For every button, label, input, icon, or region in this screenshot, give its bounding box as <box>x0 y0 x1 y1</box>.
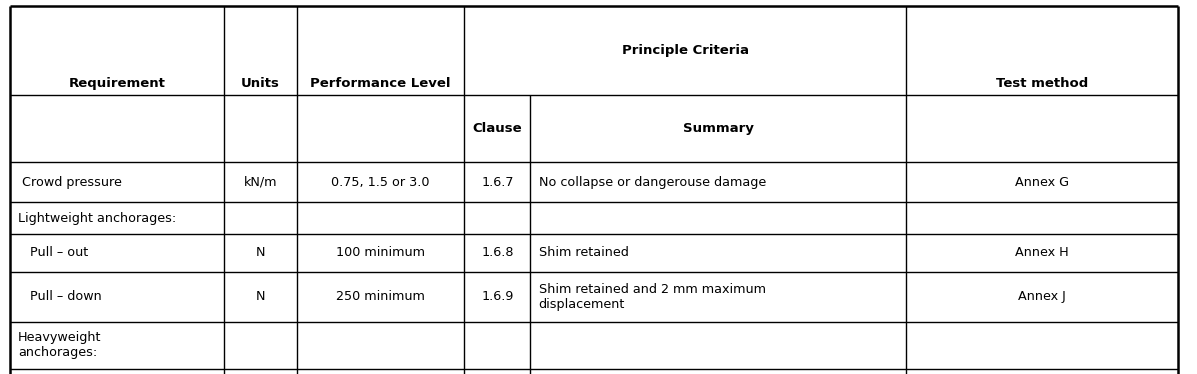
Text: No collapse or dangerouse damage: No collapse or dangerouse damage <box>539 176 766 188</box>
Text: kN/m: kN/m <box>244 176 277 188</box>
Text: Principle Criteria: Principle Criteria <box>621 44 749 56</box>
Text: Summary: Summary <box>682 122 754 135</box>
Text: Annex J: Annex J <box>1019 290 1065 303</box>
Text: Heavyweight
anchorages:: Heavyweight anchorages: <box>18 331 102 359</box>
Text: Shim retained and 2 mm maximum
displacement: Shim retained and 2 mm maximum displacem… <box>539 283 766 311</box>
Text: Requirement: Requirement <box>68 77 165 90</box>
Text: Lightweight anchorages:: Lightweight anchorages: <box>18 212 176 225</box>
Text: Units: Units <box>241 77 280 90</box>
Text: 0.75, 1.5 or 3.0: 0.75, 1.5 or 3.0 <box>332 176 430 188</box>
Text: N: N <box>256 290 265 303</box>
Text: N: N <box>256 246 265 259</box>
Text: Annex H: Annex H <box>1015 246 1069 259</box>
Text: Pull – out: Pull – out <box>22 246 87 259</box>
Text: Clause: Clause <box>473 122 522 135</box>
Text: 1.6.9: 1.6.9 <box>481 290 514 303</box>
Text: Performance Level: Performance Level <box>310 77 451 90</box>
Text: 1.6.7: 1.6.7 <box>481 176 514 188</box>
Text: 100 minimum: 100 minimum <box>336 246 425 259</box>
Text: 250 minimum: 250 minimum <box>336 290 425 303</box>
Text: Crowd pressure: Crowd pressure <box>22 176 121 188</box>
Text: Shim retained: Shim retained <box>539 246 628 259</box>
Text: Test method: Test method <box>996 77 1088 90</box>
Text: 1.6.8: 1.6.8 <box>481 246 514 259</box>
Text: Pull – down: Pull – down <box>22 290 102 303</box>
Text: Annex G: Annex G <box>1015 176 1069 188</box>
